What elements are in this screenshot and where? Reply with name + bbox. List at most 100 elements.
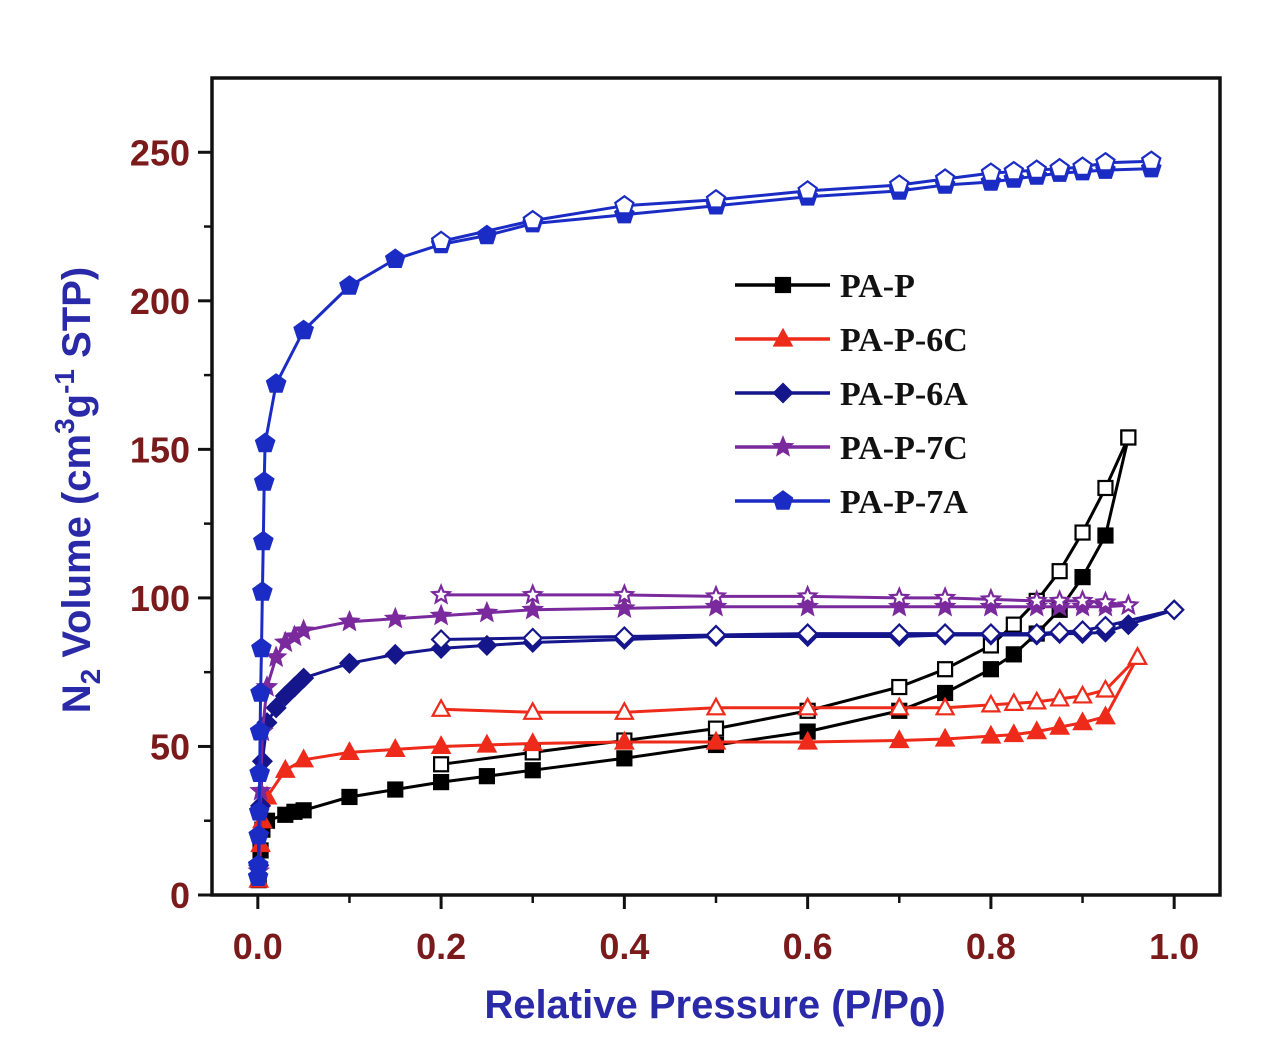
adsorption-point: [1049, 715, 1070, 735]
adsorption-point: [254, 432, 276, 453]
desorption-point: [891, 678, 908, 696]
desorption-point: [1003, 160, 1025, 181]
adsorption-point: [341, 788, 358, 806]
desorption-point: [522, 627, 544, 649]
desorption-point: [1071, 589, 1094, 611]
adsorption-point: [293, 319, 314, 340]
adsorption-point: [248, 824, 270, 845]
adsorption-point: [980, 724, 1002, 744]
adsorption-point: [249, 720, 271, 741]
desorption-point: [1005, 616, 1022, 633]
x-tick-label: 0.4: [599, 926, 649, 967]
adsorption-point: [274, 758, 296, 778]
adsorption-point: [521, 597, 545, 620]
adsorption-point: [265, 697, 287, 719]
desorption-point: [934, 168, 956, 188]
desorption-point: [1163, 599, 1185, 621]
adsorption-point: [933, 594, 957, 617]
desorption-point: [430, 698, 452, 717]
legend-marker: [772, 327, 794, 347]
desorption-point: [1026, 159, 1048, 179]
desorption-point: [1140, 150, 1162, 170]
desorption-point: [705, 188, 727, 209]
adsorption-point: [612, 596, 636, 618]
y-tick-label: 200: [130, 281, 190, 322]
x-tick-label: 0.0: [233, 926, 283, 967]
series-pa-p-6c: [248, 646, 1148, 888]
adsorption-line: [257, 656, 1139, 881]
adsorption-point: [251, 637, 272, 658]
desorption-point: [704, 584, 728, 607]
adsorption-point: [338, 652, 361, 674]
y-tick-label: 50: [150, 726, 190, 767]
desorption-point: [1025, 589, 1049, 611]
series-pa-p-7a: [247, 150, 1162, 887]
adsorption-point: [982, 661, 1000, 678]
desorption-point: [430, 230, 452, 251]
legend: PA-P PA-P-6C PA-P-6A PA-P-7C PA-P-7A: [735, 268, 968, 521]
adsorption-point: [704, 594, 728, 617]
desorption-point: [1049, 621, 1071, 643]
adsorption-point: [1026, 720, 1048, 740]
desorption-point: [1051, 563, 1068, 580]
adsorption-point: [384, 643, 406, 665]
adsorption-point: [522, 732, 544, 752]
y-tick-label: 100: [130, 578, 190, 619]
desorption-point: [1049, 687, 1070, 707]
desorption-point: [613, 625, 635, 648]
adsorption-point: [614, 730, 635, 750]
adsorption-point: [478, 768, 496, 785]
desorption-point: [797, 623, 819, 645]
desorption-point: [1074, 524, 1091, 541]
adsorption-point: [432, 774, 450, 791]
adsorption-point: [1095, 705, 1116, 725]
desorption-point: [1049, 157, 1070, 178]
x-axis-subscript: 0: [909, 988, 932, 1035]
desorption-point: [430, 628, 452, 651]
tick-labels: 0.0 0.2 0.4 0.6 0.8 1.0 0 50 100 150 200 250: [130, 132, 1199, 967]
series-pa-p: [250, 429, 1137, 889]
legend-item: PA-P-6A: [735, 376, 968, 413]
adsorption-point: [249, 762, 270, 783]
legend-label: PA-P-7A: [840, 484, 968, 521]
desorption-point: [934, 623, 956, 645]
adsorption-point: [797, 730, 818, 750]
legend-marker: [774, 276, 792, 294]
desorption-point: [614, 194, 635, 215]
adsorption-line: [257, 437, 1130, 881]
legend-label: PA-P-6C: [840, 322, 968, 359]
desorption-point: [1026, 623, 1048, 645]
desorption-point: [1095, 678, 1116, 698]
y-tick-label: 250: [130, 132, 190, 173]
legend-item: PA-P-7A: [735, 484, 968, 521]
adsorption-point: [339, 275, 360, 295]
y-tick-label: 0: [170, 875, 190, 916]
adsorption-point: [387, 781, 404, 798]
adsorption-point: [1005, 646, 1022, 663]
adsorption-point: [384, 738, 406, 758]
adsorption-point: [616, 750, 633, 767]
desorption-point: [980, 623, 1002, 645]
legend-item: PA-P-6C: [735, 322, 968, 359]
adsorption-point: [1074, 569, 1091, 586]
adsorption-point: [383, 606, 407, 629]
desorption-point: [1094, 590, 1117, 612]
desorption-point: [1097, 479, 1114, 497]
adsorption-point: [339, 741, 360, 760]
adsorption-point: [384, 248, 406, 268]
series-pa-p-6a: [248, 599, 1185, 876]
adsorption-point: [252, 581, 273, 601]
desorption-point: [432, 756, 450, 773]
desorption-point: [980, 162, 1002, 182]
adsorption-point: [338, 609, 361, 632]
desorption-point: [1048, 589, 1071, 611]
adsorption-point: [1097, 527, 1114, 544]
desorption-point: [1003, 692, 1025, 711]
desorption-point: [1095, 151, 1116, 172]
series-layer: [247, 150, 1185, 889]
desorption-point: [1026, 690, 1048, 710]
axes: [198, 76, 1222, 909]
desorption-point: [705, 696, 727, 716]
adsorption-point: [265, 373, 287, 393]
